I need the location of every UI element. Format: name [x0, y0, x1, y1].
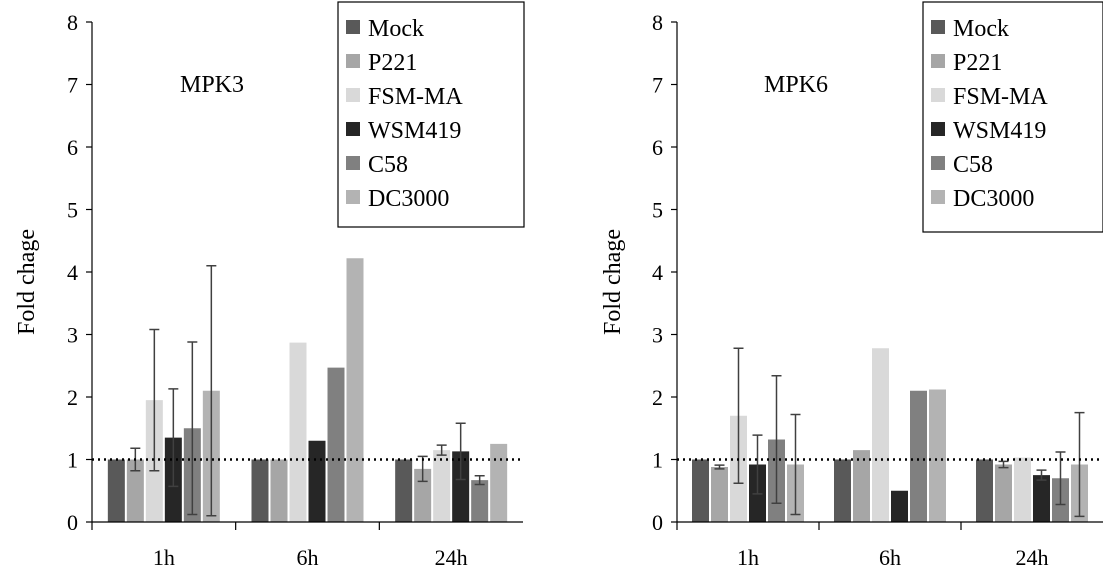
bar-mock-24h: [976, 459, 993, 522]
legend-swatch-wsm419: [346, 122, 360, 136]
chart-title: MPK6: [764, 72, 828, 98]
x-tick-label-24h: 24h: [1016, 545, 1049, 570]
bar-fsm-ma-24h: [1014, 457, 1031, 522]
bar-p221-6h: [270, 459, 288, 522]
legend-label-wsm419: WSM419: [953, 118, 1046, 144]
bar-fsm-ma-6h: [289, 342, 307, 522]
y-tick-label: 0: [652, 510, 663, 535]
legend-swatch-p221: [931, 54, 945, 68]
bar-dc3000-6h: [346, 258, 364, 522]
bar-dc3000-24h: [490, 443, 508, 522]
legend-swatch-c58: [931, 156, 945, 170]
y-tick-label: 7: [652, 73, 663, 98]
legend-label-c58: C58: [368, 152, 408, 178]
bar-c58-6h: [910, 390, 927, 522]
bar-wsm419-6h: [308, 440, 326, 522]
x-tick-label-1h: 1h: [153, 545, 175, 570]
bar-mock-6h: [834, 459, 851, 522]
y-tick-label: 8: [652, 10, 663, 35]
legend: Mock P221 FSM-MA WSM419 C58 DC3000: [337, 1, 525, 228]
bar-c58-24h: [471, 480, 489, 522]
bar-mock-6h: [251, 459, 269, 522]
bar-mock-1h: [107, 459, 125, 522]
legend-swatch-dc3000: [931, 190, 945, 204]
bar-fsm-ma-6h: [872, 348, 889, 522]
x-tick-label-1h: 1h: [737, 545, 759, 570]
bar-p221-1h: [126, 459, 144, 522]
error-bar-p221-1h: [714, 464, 725, 470]
y-tick-label: 1: [67, 448, 78, 473]
y-tick-label: 7: [67, 73, 78, 98]
bar-p221-24h: [414, 468, 432, 522]
y-tick-label: 2: [652, 385, 663, 410]
y-tick-label: 2: [67, 385, 78, 410]
x-tick-label-6h: 6h: [297, 545, 319, 570]
legend-label-p221: P221: [953, 50, 1002, 76]
bar-p221-1h: [711, 467, 728, 522]
legend-swatch-c58: [346, 156, 360, 170]
legend-label-dc3000: DC3000: [953, 186, 1034, 212]
y-tick-label: 3: [652, 323, 663, 348]
x-tick-label-6h: 6h: [879, 545, 901, 570]
legend-label-fsm-ma: FSM-MA: [953, 84, 1048, 110]
y-tick-label: 5: [652, 198, 663, 223]
y-tick-label: 4: [67, 260, 78, 285]
y-axis-title: Fold chage: [600, 229, 626, 335]
legend-swatch-dc3000: [346, 190, 360, 204]
error-bar-c58-24h: [474, 475, 485, 486]
legend-label-c58: C58: [953, 152, 993, 178]
y-tick-label: 4: [652, 260, 663, 285]
bar-mock-1h: [692, 459, 709, 522]
bar-dc3000-6h: [929, 389, 946, 522]
legend-label-dc3000: DC3000: [368, 186, 449, 212]
error-bar-c58-1h: [771, 375, 782, 504]
y-tick-label: 5: [67, 198, 78, 223]
y-tick-label: 8: [67, 10, 78, 35]
y-tick-label: 3: [67, 323, 78, 348]
legend-label-mock: Mock: [953, 16, 1009, 42]
legend-swatch-fsm-ma: [931, 88, 945, 102]
legend-swatch-mock: [346, 20, 360, 34]
legend-swatch-fsm-ma: [346, 88, 360, 102]
bar-mock-24h: [395, 459, 413, 522]
legend-label-p221: P221: [368, 50, 417, 76]
bar-wsm419-24h: [452, 451, 470, 522]
bar-p221-6h: [853, 450, 870, 522]
bar-fsm-ma-24h: [433, 450, 451, 522]
legend-label-fsm-ma: FSM-MA: [368, 84, 463, 110]
error-bar-dc3000-1h: [206, 265, 217, 517]
error-bar-wsm419-24h: [1036, 469, 1047, 481]
y-tick-label: 1: [652, 448, 663, 473]
y-axis-title: Fold chage: [14, 229, 40, 335]
legend-label-wsm419: WSM419: [368, 118, 461, 144]
y-tick-label: 6: [67, 135, 78, 160]
legend: Mock P221 FSM-MA WSM419 C58 DC3000: [922, 1, 1103, 233]
bar-p221-24h: [995, 464, 1012, 522]
error-bar-wsm419-1h: [752, 434, 763, 495]
error-bar-c58-1h: [187, 341, 198, 516]
error-bar-c58-24h: [1055, 451, 1066, 506]
bar-wsm419-24h: [1033, 475, 1050, 522]
error-bar-wsm419-1h: [168, 388, 179, 488]
error-bar-dc3000-1h: [790, 413, 801, 516]
chart-panel-mpk3: 0 1 2 3 4 5 6 7 8 1h 6h 24h Fold chage MPK3 Mock P221 FS…: [14, 1, 525, 570]
error-bar-wsm419-24h: [455, 422, 466, 481]
legend-swatch-wsm419: [931, 122, 945, 136]
chart-title: MPK3: [180, 72, 244, 98]
error-bar-p221-24h: [998, 460, 1009, 469]
error-bar-dc3000-24h: [1074, 411, 1085, 518]
legend-swatch-mock: [931, 20, 945, 34]
x-tick-label-24h: 24h: [435, 545, 468, 570]
y-tick-label: 0: [67, 510, 78, 535]
legend-swatch-p221: [346, 54, 360, 68]
error-bar-fsm-ma-1h: [149, 328, 160, 472]
error-bar-fsm-ma-24h: [436, 444, 447, 456]
legend-label-mock: Mock: [368, 16, 424, 42]
bar-c58-6h: [327, 367, 345, 522]
y-tick-label: 6: [652, 135, 663, 160]
chart-panel-mpk6: 0 1 2 3 4 5 6 7 8 1h 6h 24h Fold chage MPK6 Mock P221 FS…: [600, 1, 1103, 570]
bar-wsm419-6h: [891, 490, 908, 522]
